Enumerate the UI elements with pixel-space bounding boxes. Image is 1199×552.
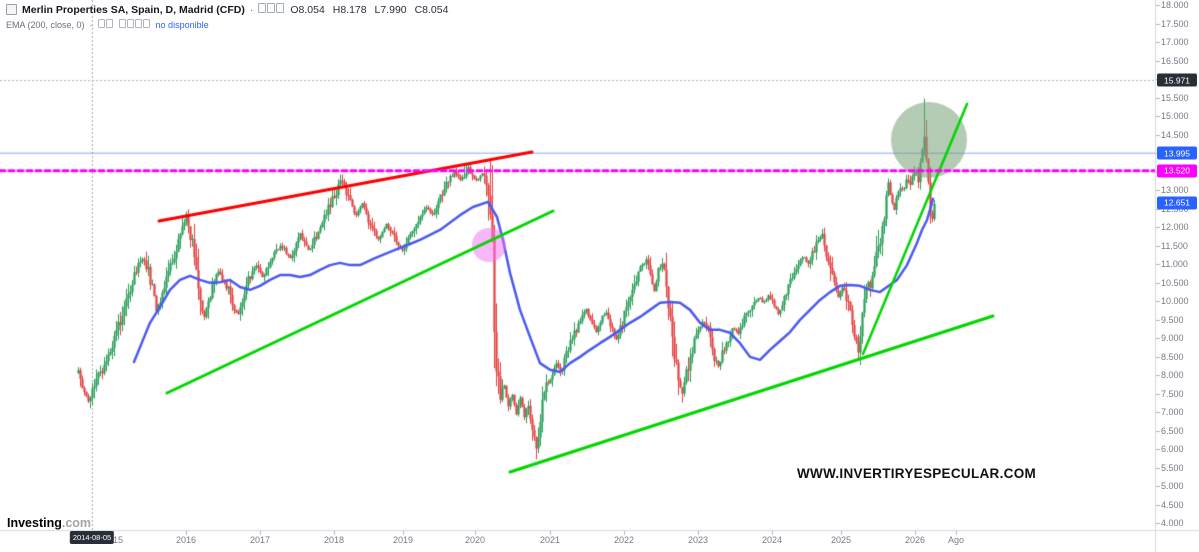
ohlc-values: O8.054 H8.178 L7.990 C8.054 <box>290 4 453 16</box>
time-tick-label: 2026 <box>904 535 926 545</box>
legend-separator: · <box>89 19 93 30</box>
time-tick-label: Ago <box>947 535 965 545</box>
time-tick-label: 2021 <box>539 535 561 545</box>
site-watermark: WWW.INVERTIRYESPECULAR.COM <box>797 466 1037 481</box>
time-tick-label: 2023 <box>687 535 709 545</box>
low-value: L7.990 <box>374 3 407 16</box>
price-tick-label: 6.000 <box>1161 444 1184 454</box>
price-tick-label: 8.500 <box>1161 351 1184 362</box>
price-tick-label: 7.000 <box>1161 407 1184 417</box>
close-value: C8.054 <box>414 3 449 16</box>
crosshair-date-flag: 2014-08-05 <box>69 531 115 544</box>
alert-price-flag-upper: 13.995 <box>1157 146 1197 160</box>
price-tick-label: 4.500 <box>1161 499 1184 510</box>
price-axis[interactable]: 18.00017.50017.00016.50016.00015.50015.0… <box>1156 0 1199 530</box>
time-tick-label: 2018 <box>323 535 345 545</box>
time-tick-label: 2017 <box>249 535 271 545</box>
price-tick-label: 4.000 <box>1161 518 1184 528</box>
price-tick-label: 9.000 <box>1161 333 1184 343</box>
price-tick-label: 10.500 <box>1161 277 1189 288</box>
price-tick-label: 13.000 <box>1161 185 1189 195</box>
placeholder-glyphs <box>97 19 114 30</box>
price-tick-label: 7.500 <box>1161 388 1184 399</box>
placeholder-glyphs <box>118 19 151 30</box>
price-tick-label: 5.000 <box>1161 481 1184 491</box>
indicator-status: no disponible <box>155 19 209 30</box>
price-tick-label: 8.000 <box>1161 370 1184 380</box>
price-tick-label: 12.000 <box>1161 222 1189 232</box>
time-tick-label: 2022 <box>613 535 635 545</box>
time-tick-label: 2016 <box>175 535 197 545</box>
logo-tld: .com <box>61 516 92 530</box>
price-tick-label: 11.000 <box>1161 259 1188 269</box>
time-tick-label: 2020 <box>464 535 486 545</box>
high-value: H8.178 <box>332 3 367 16</box>
price-tick-label: 18.000 <box>1161 0 1189 10</box>
price-tick-label: 11.500 <box>1161 240 1188 251</box>
price-tick-label: 9.500 <box>1161 314 1184 325</box>
price-tick-label: 14.500 <box>1161 129 1189 140</box>
price-tick-label: 15.500 <box>1161 92 1189 103</box>
time-tick-label: 2019 <box>392 535 414 545</box>
last-price-flag: 12.651 <box>1157 196 1197 210</box>
price-tick-label: 6.500 <box>1161 425 1184 436</box>
indicator-label[interactable]: EMA (200, close, 0) <box>6 19 85 30</box>
logo-brand: Investing <box>7 516 62 530</box>
price-tick-label: 15.000 <box>1161 111 1189 121</box>
time-axis[interactable]: 2015201620172018201920202021202220232024… <box>0 531 1199 552</box>
open-value: O8.054 <box>290 3 325 16</box>
crosshair-price-flag: 15.971 <box>1157 73 1197 87</box>
legend-separator: · <box>249 3 254 16</box>
magenta-level-flag: 13.520 <box>1157 164 1197 178</box>
price-tick-label: 10.000 <box>1161 296 1189 306</box>
symbol-logo-icon <box>6 4 17 15</box>
price-tick-label: 16.500 <box>1161 55 1189 66</box>
chart-legend: Merlin Properties SA, Spain, D, Madrid (… <box>6 3 453 30</box>
placeholder-glyphs <box>258 3 285 16</box>
price-tick-label: 17.500 <box>1161 18 1189 29</box>
time-tick-label: 2025 <box>830 535 852 545</box>
investing-logo: Investing.com <box>7 516 91 530</box>
price-tick-label: 17.000 <box>1161 37 1189 47</box>
price-tick-label: 5.500 <box>1161 462 1184 473</box>
symbol-title[interactable]: Merlin Properties SA, Spain, D, Madrid (… <box>22 3 245 16</box>
time-tick-label: 2024 <box>761 535 783 545</box>
